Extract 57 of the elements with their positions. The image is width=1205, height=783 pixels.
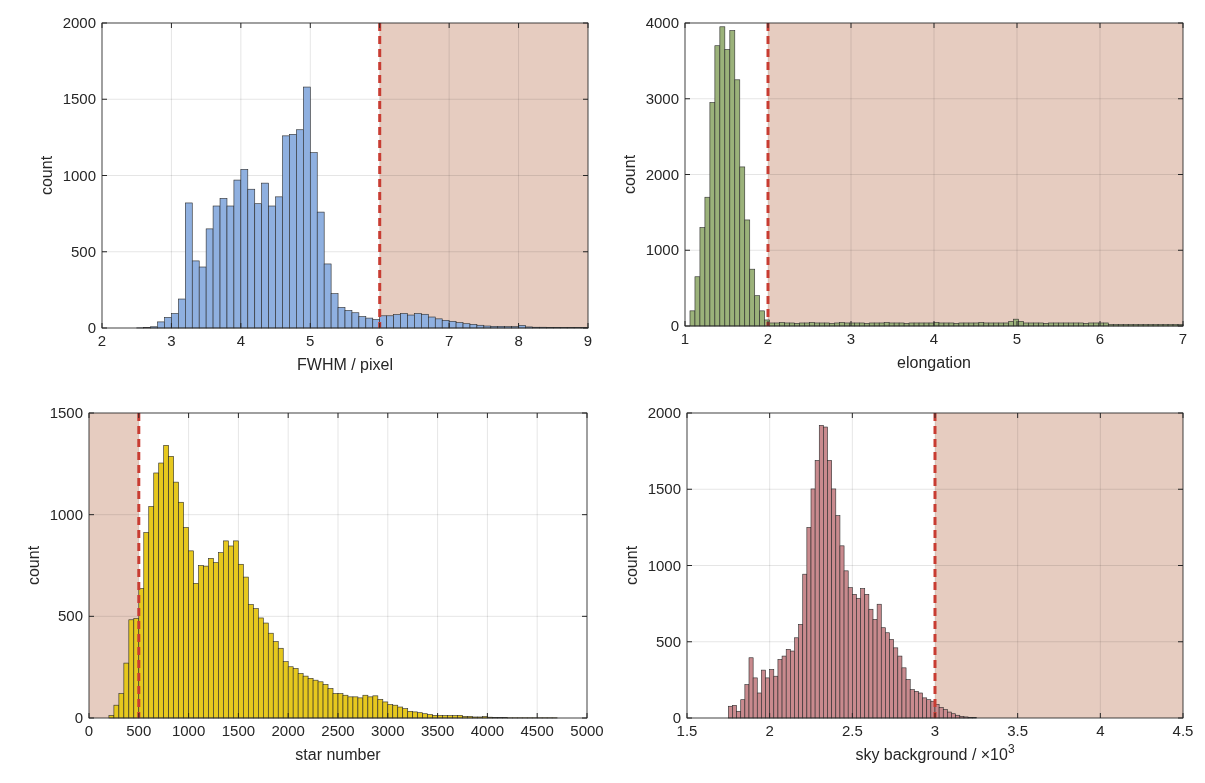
x-tick-label: 7 xyxy=(444,332,454,349)
y-tick-label: 1500 xyxy=(647,480,681,498)
y-axis-title: count xyxy=(38,155,55,196)
y-tick-label: 1000 xyxy=(645,241,679,259)
x-tick-label: 4000 xyxy=(470,722,505,739)
x-tick-label: 2.5 xyxy=(841,722,863,739)
x-axis-title: elongation xyxy=(897,354,971,371)
x-tick-label: 4 xyxy=(236,332,246,349)
x-tick-label: 4 xyxy=(929,330,939,347)
y-tick-label: 1500 xyxy=(62,90,96,108)
y-tick-label: 4000 xyxy=(645,14,679,31)
x-tick-label: 4.5 xyxy=(1172,722,1194,739)
y-tick-label: 500 xyxy=(57,607,83,625)
y-tick-label: 0 xyxy=(670,317,679,334)
x-tick-label: 3500 xyxy=(420,722,455,739)
y-axis-title: count xyxy=(621,154,638,195)
y-tick-label: 3000 xyxy=(645,89,679,107)
x-tick-label: 4 xyxy=(1096,722,1105,739)
x-axis-title: FWHM / pixel xyxy=(297,356,393,373)
x-tick-label: 9 xyxy=(583,332,593,349)
x-tick-label: 500 xyxy=(126,722,152,739)
x-axis-title: star number xyxy=(295,746,382,763)
y-tick-label: 500 xyxy=(655,632,681,650)
x-tick-label: 2 xyxy=(97,332,107,349)
x-tick-label: 5000 xyxy=(570,722,604,739)
y-axis-title: count xyxy=(623,545,640,586)
x-tick-label: 3 xyxy=(167,332,176,349)
y-tick-label: 0 xyxy=(74,709,83,726)
y-tick-label: 0 xyxy=(87,319,96,336)
x-tick-label: 3000 xyxy=(371,722,405,739)
x-tick-label: 3 xyxy=(930,722,940,739)
x-tick-label: 2000 xyxy=(271,722,305,739)
y-tick-label: 1500 xyxy=(49,404,83,421)
x-tick-label: 6 xyxy=(375,332,384,349)
x-tick-label: 7 xyxy=(1178,330,1188,347)
y-tick-label: 2000 xyxy=(645,165,679,183)
y-tick-label: 1000 xyxy=(49,505,83,523)
x-tick-label: 5 xyxy=(1012,330,1022,347)
y-tick-label: 2000 xyxy=(62,14,96,31)
x-tick-label: 1500 xyxy=(221,722,256,739)
x-tick-label: 5 xyxy=(306,332,315,349)
x-tick-label: 1000 xyxy=(171,722,206,739)
x-axis-title: sky background / ×10$^{3}$ xyxy=(855,742,1015,763)
x-tick-label: 2500 xyxy=(321,722,355,739)
y-tick-label: 500 xyxy=(70,242,96,260)
y-axis-title: count xyxy=(25,545,42,586)
x-tick-label: 3.5 xyxy=(1007,722,1029,739)
x-tick-label: 8 xyxy=(514,332,523,349)
x-tick-label: 4500 xyxy=(520,722,554,739)
x-tick-label: 1 xyxy=(680,330,690,347)
x-tick-label: 6 xyxy=(1095,330,1105,347)
y-tick-label: 1000 xyxy=(62,166,96,184)
y-tick-label: 2000 xyxy=(647,404,681,421)
x-tick-label: 3 xyxy=(846,330,856,347)
x-tick-label: 2 xyxy=(765,722,774,739)
x-tick-label: 2 xyxy=(763,330,773,347)
y-tick-label: 1000 xyxy=(647,556,681,574)
